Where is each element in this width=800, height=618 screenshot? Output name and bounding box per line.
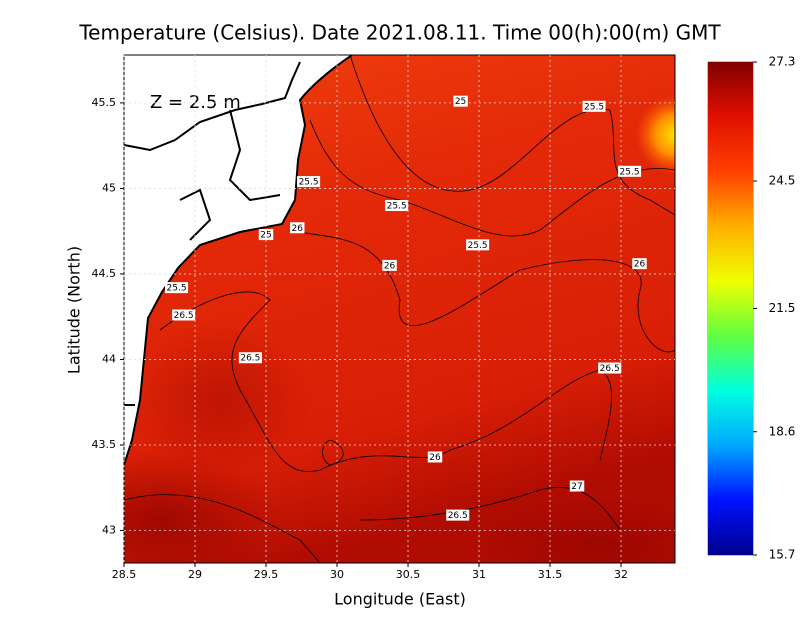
contour-label-box (382, 259, 397, 271)
y-tick-label: 45.5 (92, 96, 117, 109)
contour-label: 25.5 (582, 100, 606, 112)
contour-label-box (172, 309, 196, 321)
x-tick-label: 29.5 (254, 568, 279, 581)
contour-label-box (446, 509, 470, 521)
contour-label-text: 26 (384, 261, 396, 271)
contour-label-box (258, 229, 274, 241)
contour-label-text: 26 (429, 453, 441, 463)
contour-label-text: 25 (455, 97, 466, 107)
colorbar-tick-label: 24.5 (769, 174, 796, 188)
y-tick-label: 45 (102, 181, 116, 194)
contour-label: 27 (569, 480, 585, 492)
land (124, 55, 352, 465)
colorbar (708, 62, 753, 555)
contour-label-text: 26 (292, 224, 304, 234)
contour-label-box (582, 100, 606, 112)
contour-label-text: 25.5 (620, 167, 640, 177)
colorbar-tick-label: 18.6 (769, 424, 796, 438)
cool-area (635, 95, 675, 175)
contour-label-box (427, 451, 443, 463)
contour-label-text: 26.5 (600, 364, 620, 374)
contour-label-text: 26.5 (448, 511, 468, 521)
contour-label-box (632, 258, 647, 270)
contour-label-box (618, 165, 642, 177)
contour-label: 25.5 (618, 165, 642, 177)
contour-label: 26.5 (598, 362, 622, 374)
contour-label-box (569, 480, 585, 492)
y-tick-label: 43 (102, 524, 116, 537)
contour-label-text: 25.5 (299, 178, 319, 188)
x-tick-label: 30.5 (396, 568, 421, 581)
y-axis-label: Latitude (North) (65, 246, 84, 374)
warm-area (124, 450, 280, 563)
x-tick-label: 29 (188, 568, 202, 581)
plot-frame (123, 54, 676, 564)
contour-label-text: 26.5 (174, 311, 194, 321)
colorbar-tick-label: 15.7 (769, 548, 796, 562)
contour-label: 26.5 (446, 509, 470, 521)
contour-label: 26.5 (238, 352, 262, 364)
field (124, 55, 675, 563)
contour-label-box (238, 352, 262, 364)
contour-label: 25.5 (466, 239, 490, 251)
y-tick-label: 43.5 (92, 438, 117, 451)
lagoon-lines (124, 61, 301, 406)
contour-label: 26 (382, 259, 397, 271)
x-tick-label: 28.5 (112, 568, 137, 581)
contour-label-text: 25.5 (167, 284, 187, 294)
contour-label: 26 (290, 222, 305, 234)
warm-area (130, 320, 310, 480)
contour-label-box (453, 95, 468, 107)
contour-label-box (466, 239, 490, 251)
colorbar-tick-label: 27.3 (769, 55, 796, 69)
contour-label-box (385, 200, 409, 212)
contour-label-box (290, 222, 305, 234)
contour-label-text: 26.5 (240, 354, 260, 364)
y-tick-label: 44 (102, 352, 116, 365)
contour-label-text: 25.5 (387, 202, 407, 212)
y-tick-label: 44.5 (92, 267, 117, 280)
contour-label: 26.5 (172, 309, 196, 321)
contour-label: 25 (453, 95, 468, 107)
contour-label-text: 26 (634, 260, 646, 270)
contour-label-text: 25 (260, 231, 271, 241)
contour-label-text: 25.5 (468, 241, 488, 251)
contour-label: 26 (427, 451, 443, 463)
contour-label: 25 (258, 229, 274, 241)
title: Temperature (Celsius). Date 2021.08.11. … (78, 21, 721, 45)
x-tick-label: 31.5 (538, 568, 563, 581)
contour-label-text: 25.5 (584, 102, 604, 112)
warm-area (470, 495, 675, 563)
contour-label-box (598, 362, 622, 374)
contour-label: 26 (632, 258, 647, 270)
coastline (124, 55, 353, 466)
contour-label: 25.5 (385, 200, 409, 212)
contour-label-text: 27 (571, 482, 582, 492)
contour-label: 25.5 (165, 282, 189, 294)
x-tick-label: 30 (330, 568, 344, 581)
x-tick-label: 32 (614, 568, 628, 581)
colorbar-tick-label: 21.5 (769, 301, 796, 315)
contour-label: 25.5 (297, 176, 321, 188)
x-axis-label: Longitude (East) (334, 590, 466, 609)
contour-label-box (297, 176, 321, 188)
contour-label-box (165, 282, 189, 294)
x-tick-label: 31 (472, 568, 486, 581)
